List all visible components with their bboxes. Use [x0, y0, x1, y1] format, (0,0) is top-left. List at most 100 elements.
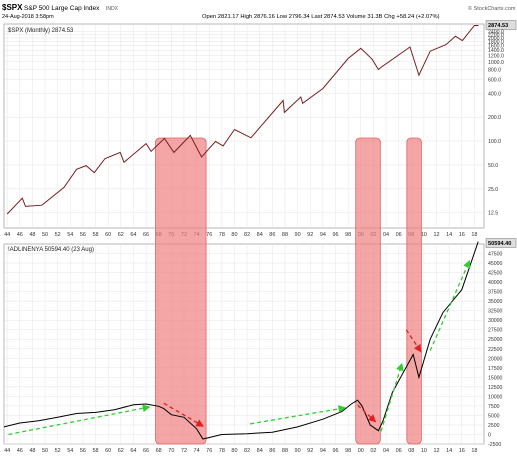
x-tick-label: 48	[29, 448, 35, 454]
y-tick-label: 15000	[488, 375, 503, 381]
breadth-last-value-box	[485, 238, 517, 248]
ticker-label: $SPX	[2, 3, 23, 12]
x-tick-label: 90	[295, 448, 301, 454]
x-tick-label: 16	[459, 448, 465, 454]
y-tick-label: 1200.0	[488, 54, 504, 60]
x-tick-label: 70	[168, 448, 174, 454]
recession-band	[355, 137, 381, 445]
x-tick-label: 94	[320, 232, 326, 238]
x-tick-label: 56	[80, 448, 86, 454]
x-tick-label: 52	[55, 448, 61, 454]
y-tick-label: 25.0	[488, 187, 498, 193]
y-tick-label: 27500	[488, 328, 503, 334]
x-tick-label: 08	[408, 448, 414, 454]
x-tick-label: 44	[4, 232, 10, 238]
annotation-overlay: $SPX (Monthly) 2874.53 !ADLINENYA 50594.4…	[3, 20, 517, 445]
x-tick-label: 04	[383, 232, 389, 238]
x-tick-label: 78	[219, 448, 225, 454]
red-trend-arrow	[405, 329, 422, 353]
ad-line	[3, 241, 479, 440]
y-tick-label: 35000	[488, 299, 503, 305]
x-tick-label: 94	[320, 448, 326, 454]
y-tick-label: 2200.0	[488, 33, 504, 39]
x-tick-label: 50	[42, 232, 48, 238]
x-tick-label: 98	[345, 232, 351, 238]
y-tick-label: 5000	[488, 413, 500, 419]
spx-price-line	[6, 25, 479, 215]
x-tick-label: 02	[370, 448, 376, 454]
x-tick-label: 12	[433, 448, 439, 454]
ohlc-label: Open 2821.17 High 2876.16 Low 2796.34 La…	[202, 14, 440, 20]
x-tick-label: 56	[80, 232, 86, 238]
y-tick-label: 200.0	[488, 115, 501, 121]
x-tick-label: 82	[244, 448, 250, 454]
breadth-panel: 47500 45000 42500 40000 37500 35000 32500 30000…	[3, 243, 503, 448]
x-tick-label: 80	[231, 232, 237, 238]
green-trend-arrow	[8, 404, 151, 436]
x-tick-label: 10	[421, 232, 427, 238]
x-tick-label: 74	[194, 448, 200, 454]
x-tick-label: 86	[269, 232, 275, 238]
recession-band	[155, 137, 207, 445]
y-tick-label: 10000	[488, 394, 503, 400]
x-tick-label: 84	[257, 232, 263, 238]
price-legend: $SPX (Monthly) 2874.53	[8, 28, 74, 34]
x-tick-label: 86	[269, 448, 275, 454]
y-tick-label: 12.5	[488, 211, 498, 217]
x-tick-label: 06	[396, 448, 402, 454]
breadth-last-value: 50594.40	[488, 241, 511, 247]
x-tick-label: 60	[105, 448, 111, 454]
x-tick-label: 62	[118, 448, 124, 454]
x-tick-label: 12	[433, 232, 439, 238]
y-tick-label: 7500	[488, 404, 500, 410]
x-tick-label: 68	[156, 448, 162, 454]
y-tick-label: 2500	[488, 423, 500, 429]
green-trend-arrow	[250, 405, 347, 425]
x-tick-label: 18	[471, 232, 477, 238]
price-last-value-box	[485, 20, 517, 30]
breadth-legend: !ADLINENYA 50594.40 (23 Aug)	[8, 247, 94, 253]
y-tick-label: 37500	[488, 290, 503, 296]
red-trend-arrow	[163, 402, 205, 427]
y-tick-label: 2000.0	[488, 36, 504, 42]
x-tick-label: 88	[282, 232, 288, 238]
y-tick-label: 22500	[488, 347, 503, 353]
x-tick-label: 66	[143, 232, 149, 238]
y-tick-label: 600.0	[488, 77, 501, 83]
x-tick-label: 80	[231, 448, 237, 454]
x-tick-label: 06	[396, 232, 402, 238]
x-tick-label: 52	[55, 232, 61, 238]
y-tick-label: -2500	[488, 442, 501, 448]
x-tick-label: 82	[244, 232, 250, 238]
y-tick-label: 45000	[488, 261, 503, 267]
x-tick-label: 66	[143, 448, 149, 454]
x-tick-label: 58	[92, 232, 98, 238]
x-tick-label: 76	[206, 232, 212, 238]
x-tick-label: 76	[206, 448, 212, 454]
x-tick-label: 64	[130, 232, 136, 238]
y-tick-label: 1400.0	[488, 48, 504, 54]
x-tick-label: 16	[459, 232, 465, 238]
x-tick-label: 48	[29, 232, 35, 238]
x-tick-label: 18	[471, 448, 477, 454]
x-tick-label: 50	[42, 448, 48, 454]
green-trend-arrow	[380, 362, 404, 432]
x-tick-label: 60	[105, 232, 111, 238]
y-tick-label: 12500	[488, 385, 503, 391]
y-tick-label: 30000	[488, 318, 503, 324]
x-tick-label: 54	[67, 232, 73, 238]
x-tick-label: 96	[332, 448, 338, 454]
x-tick-label: 10	[421, 448, 427, 454]
y-tick-label: 42500	[488, 271, 503, 277]
x-tick-label: 92	[307, 232, 313, 238]
y-tick-label: 25000	[488, 337, 503, 343]
y-tick-label: 1600.0	[488, 44, 504, 50]
price-last-value: 2874.53	[488, 23, 508, 29]
y-tick-label: 1800.0	[488, 40, 504, 46]
x-tick-label: 46	[17, 232, 23, 238]
x-tick-label: 64	[130, 448, 136, 454]
y-tick-label: 40000	[488, 280, 503, 286]
x-tick-label: 84	[257, 448, 263, 454]
y-tick-label: 0	[488, 432, 491, 438]
